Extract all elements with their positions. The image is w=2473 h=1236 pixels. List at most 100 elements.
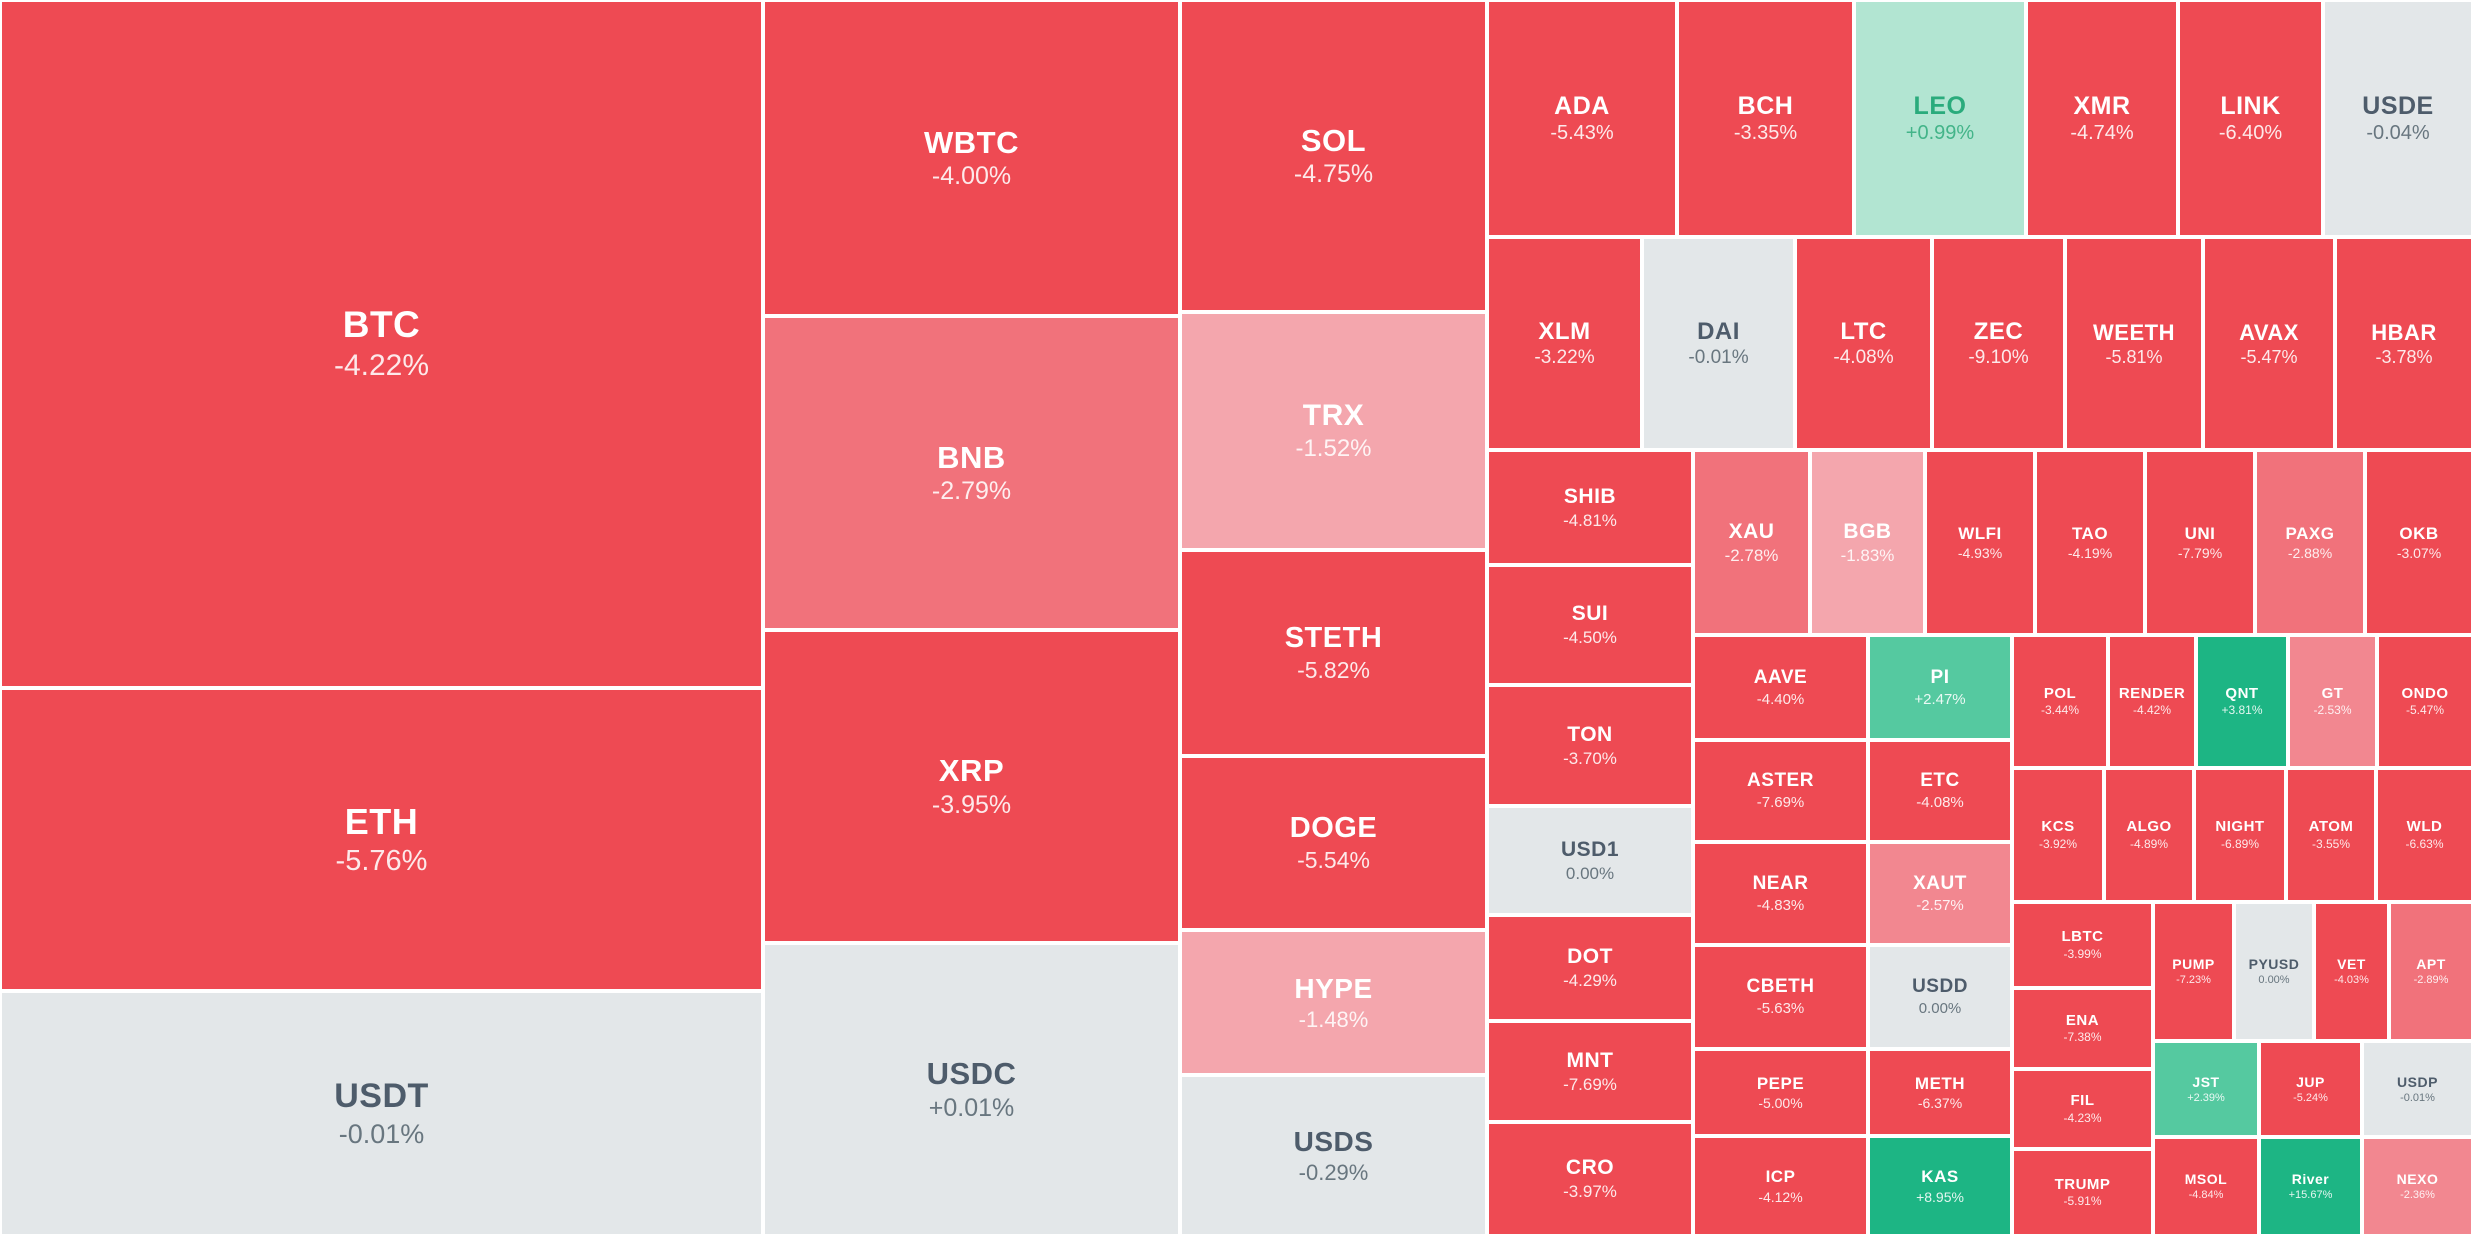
tile-LEO[interactable]: LEO +0.99% (1854, 0, 2026, 237)
tile-AVAX[interactable]: AVAX -5.47% (2203, 237, 2335, 450)
tile-PEPE[interactable]: PEPE -5.00% (1693, 1049, 1868, 1136)
tile-BNB[interactable]: BNB -2.79% (763, 316, 1180, 630)
tile-symbol: XMR (2073, 91, 2131, 120)
tile-symbol: PEPE (1756, 1073, 1805, 1093)
tile-ENA[interactable]: ENA -7.38% (2012, 988, 2153, 1069)
tile-PUMP[interactable]: PUMP -7.23% (2153, 902, 2234, 1041)
tile-LTC[interactable]: LTC -4.08% (1795, 237, 1932, 450)
tile-symbol: MSOL (2184, 1171, 2228, 1188)
tile-USDT[interactable]: USDT -0.01% (0, 991, 763, 1236)
tile-change: 0.00% (2258, 974, 2290, 987)
tile-change: -2.57% (1916, 896, 1964, 914)
tile-ETC[interactable]: ETC -4.08% (1868, 740, 2012, 842)
tile-NIGHT[interactable]: NIGHT -6.89% (2194, 768, 2286, 902)
tile-HBAR[interactable]: HBAR -3.78% (2335, 237, 2473, 450)
tile-HYPE[interactable]: HYPE -1.48% (1180, 930, 1487, 1075)
tile-change: -1.83% (1840, 545, 1895, 565)
tile-symbol: TON (1567, 722, 1613, 746)
tile-NEAR[interactable]: NEAR -4.83% (1693, 842, 1868, 945)
tile-XAU[interactable]: XAU -2.78% (1693, 450, 1810, 635)
tile-ETH[interactable]: ETH -5.76% (0, 688, 763, 991)
tile-PYUSD[interactable]: PYUSD 0.00% (2234, 902, 2314, 1041)
tile-BGB[interactable]: BGB -1.83% (1810, 450, 1925, 635)
tile-PI[interactable]: PI +2.47% (1868, 635, 2012, 740)
tile-symbol: AVAX (2239, 319, 2299, 345)
tile-symbol: JST (2192, 1073, 2220, 1090)
tile-MSOL[interactable]: MSOL -4.84% (2153, 1137, 2259, 1236)
tile-change: -2.53% (2313, 703, 2352, 718)
tile-WEETH[interactable]: WEETH -5.81% (2065, 237, 2203, 450)
tile-VET[interactable]: VET -4.03% (2314, 902, 2389, 1041)
tile-OKB[interactable]: OKB -3.07% (2365, 450, 2473, 635)
tile-USD1[interactable]: USD1 0.00% (1487, 806, 1693, 915)
tile-TRX[interactable]: TRX -1.52% (1180, 312, 1487, 550)
tile-change: -7.69% (1756, 794, 1805, 812)
tile-change: -4.23% (2063, 1110, 2102, 1125)
tile-JUP[interactable]: JUP -5.24% (2259, 1041, 2362, 1137)
tile-SUI[interactable]: SUI -4.50% (1487, 565, 1693, 685)
tile-NEXO[interactable]: NEXO -2.36% (2362, 1137, 2473, 1236)
tile-LBTC[interactable]: LBTC -3.99% (2012, 902, 2153, 988)
tile-USDE[interactable]: USDE -0.04% (2323, 0, 2473, 237)
tile-BCH[interactable]: BCH -3.35% (1677, 0, 1854, 237)
tile-change: -5.76% (335, 844, 428, 877)
tile-JST[interactable]: JST +2.39% (2153, 1041, 2259, 1137)
tile-CRO[interactable]: CRO -3.97% (1487, 1122, 1693, 1236)
tile-WLFI[interactable]: WLFI -4.93% (1925, 450, 2035, 635)
tile-USDC[interactable]: USDC +0.01% (763, 943, 1180, 1236)
tile-WLD[interactable]: WLD -6.63% (2376, 768, 2473, 902)
tile-KAS[interactable]: KAS +8.95% (1868, 1136, 2012, 1236)
tile-symbol: OKB (2399, 523, 2439, 543)
tile-change: -4.93% (1957, 545, 2003, 562)
tile-symbol: BNB (937, 439, 1006, 475)
tile-DOT[interactable]: DOT -4.29% (1487, 915, 1693, 1021)
tile-PAXG[interactable]: PAXG -2.88% (2255, 450, 2365, 635)
tile-USDP[interactable]: USDP -0.01% (2362, 1041, 2473, 1137)
tile-change: -2.79% (931, 477, 1012, 506)
tile-SOL[interactable]: SOL -4.75% (1180, 0, 1487, 312)
tile-XMR[interactable]: XMR -4.74% (2026, 0, 2178, 237)
tile-KCS[interactable]: KCS -3.92% (2012, 768, 2104, 902)
tile-symbol: ETC (1920, 770, 1960, 792)
tile-USDD[interactable]: USDD 0.00% (1868, 945, 2012, 1049)
tile-METH[interactable]: METH -6.37% (1868, 1049, 2012, 1136)
tile-CBETH[interactable]: CBETH -5.63% (1693, 945, 1868, 1049)
tile-change: -5.00% (1758, 1095, 1803, 1112)
tile-QNT[interactable]: QNT +3.81% (2196, 635, 2288, 768)
tile-change: -7.79% (2177, 545, 2223, 562)
tile-River[interactable]: River +15.67% (2259, 1137, 2362, 1236)
tile-XRP[interactable]: XRP -3.95% (763, 630, 1180, 943)
tile-LINK[interactable]: LINK -6.40% (2178, 0, 2323, 237)
tile-change: +3.81% (2221, 703, 2263, 718)
tile-BTC[interactable]: BTC -4.22% (0, 0, 763, 688)
tile-POL[interactable]: POL -3.44% (2012, 635, 2108, 768)
tile-DOGE[interactable]: DOGE -5.54% (1180, 756, 1487, 930)
tile-MNT[interactable]: MNT -7.69% (1487, 1021, 1693, 1122)
tile-symbol: DAI (1697, 317, 1740, 345)
tile-ICP[interactable]: ICP -4.12% (1693, 1136, 1868, 1236)
tile-FIL[interactable]: FIL -4.23% (2012, 1069, 2153, 1149)
tile-SHIB[interactable]: SHIB -4.81% (1487, 450, 1693, 565)
tile-APT[interactable]: APT -2.89% (2389, 902, 2473, 1041)
tile-STETH[interactable]: STETH -5.82% (1180, 550, 1487, 756)
tile-symbol: ATOM (2308, 818, 2354, 836)
tile-ASTER[interactable]: ASTER -7.69% (1693, 740, 1868, 842)
tile-UNI[interactable]: UNI -7.79% (2145, 450, 2255, 635)
tile-RENDER[interactable]: RENDER -4.42% (2108, 635, 2196, 768)
tile-XLM[interactable]: XLM -3.22% (1487, 237, 1642, 450)
tile-USDS[interactable]: USDS -0.29% (1180, 1075, 1487, 1236)
tile-ADA[interactable]: ADA -5.43% (1487, 0, 1677, 237)
tile-XAUT[interactable]: XAUT -2.57% (1868, 842, 2012, 945)
tile-change: -5.81% (2105, 346, 2163, 367)
tile-DAI[interactable]: DAI -0.01% (1642, 237, 1795, 450)
tile-ONDO[interactable]: ONDO -5.47% (2377, 635, 2473, 768)
tile-GT[interactable]: GT -2.53% (2288, 635, 2377, 768)
tile-ALGO[interactable]: ALGO -4.89% (2104, 768, 2194, 902)
tile-ZEC[interactable]: ZEC -9.10% (1932, 237, 2065, 450)
tile-WBTC[interactable]: WBTC -4.00% (763, 0, 1180, 316)
tile-TRUMP[interactable]: TRUMP -5.91% (2012, 1149, 2153, 1236)
tile-ATOM[interactable]: ATOM -3.55% (2286, 768, 2376, 902)
tile-TAO[interactable]: TAO -4.19% (2035, 450, 2145, 635)
tile-AAVE[interactable]: AAVE -4.40% (1693, 635, 1868, 740)
tile-TON[interactable]: TON -3.70% (1487, 685, 1693, 806)
